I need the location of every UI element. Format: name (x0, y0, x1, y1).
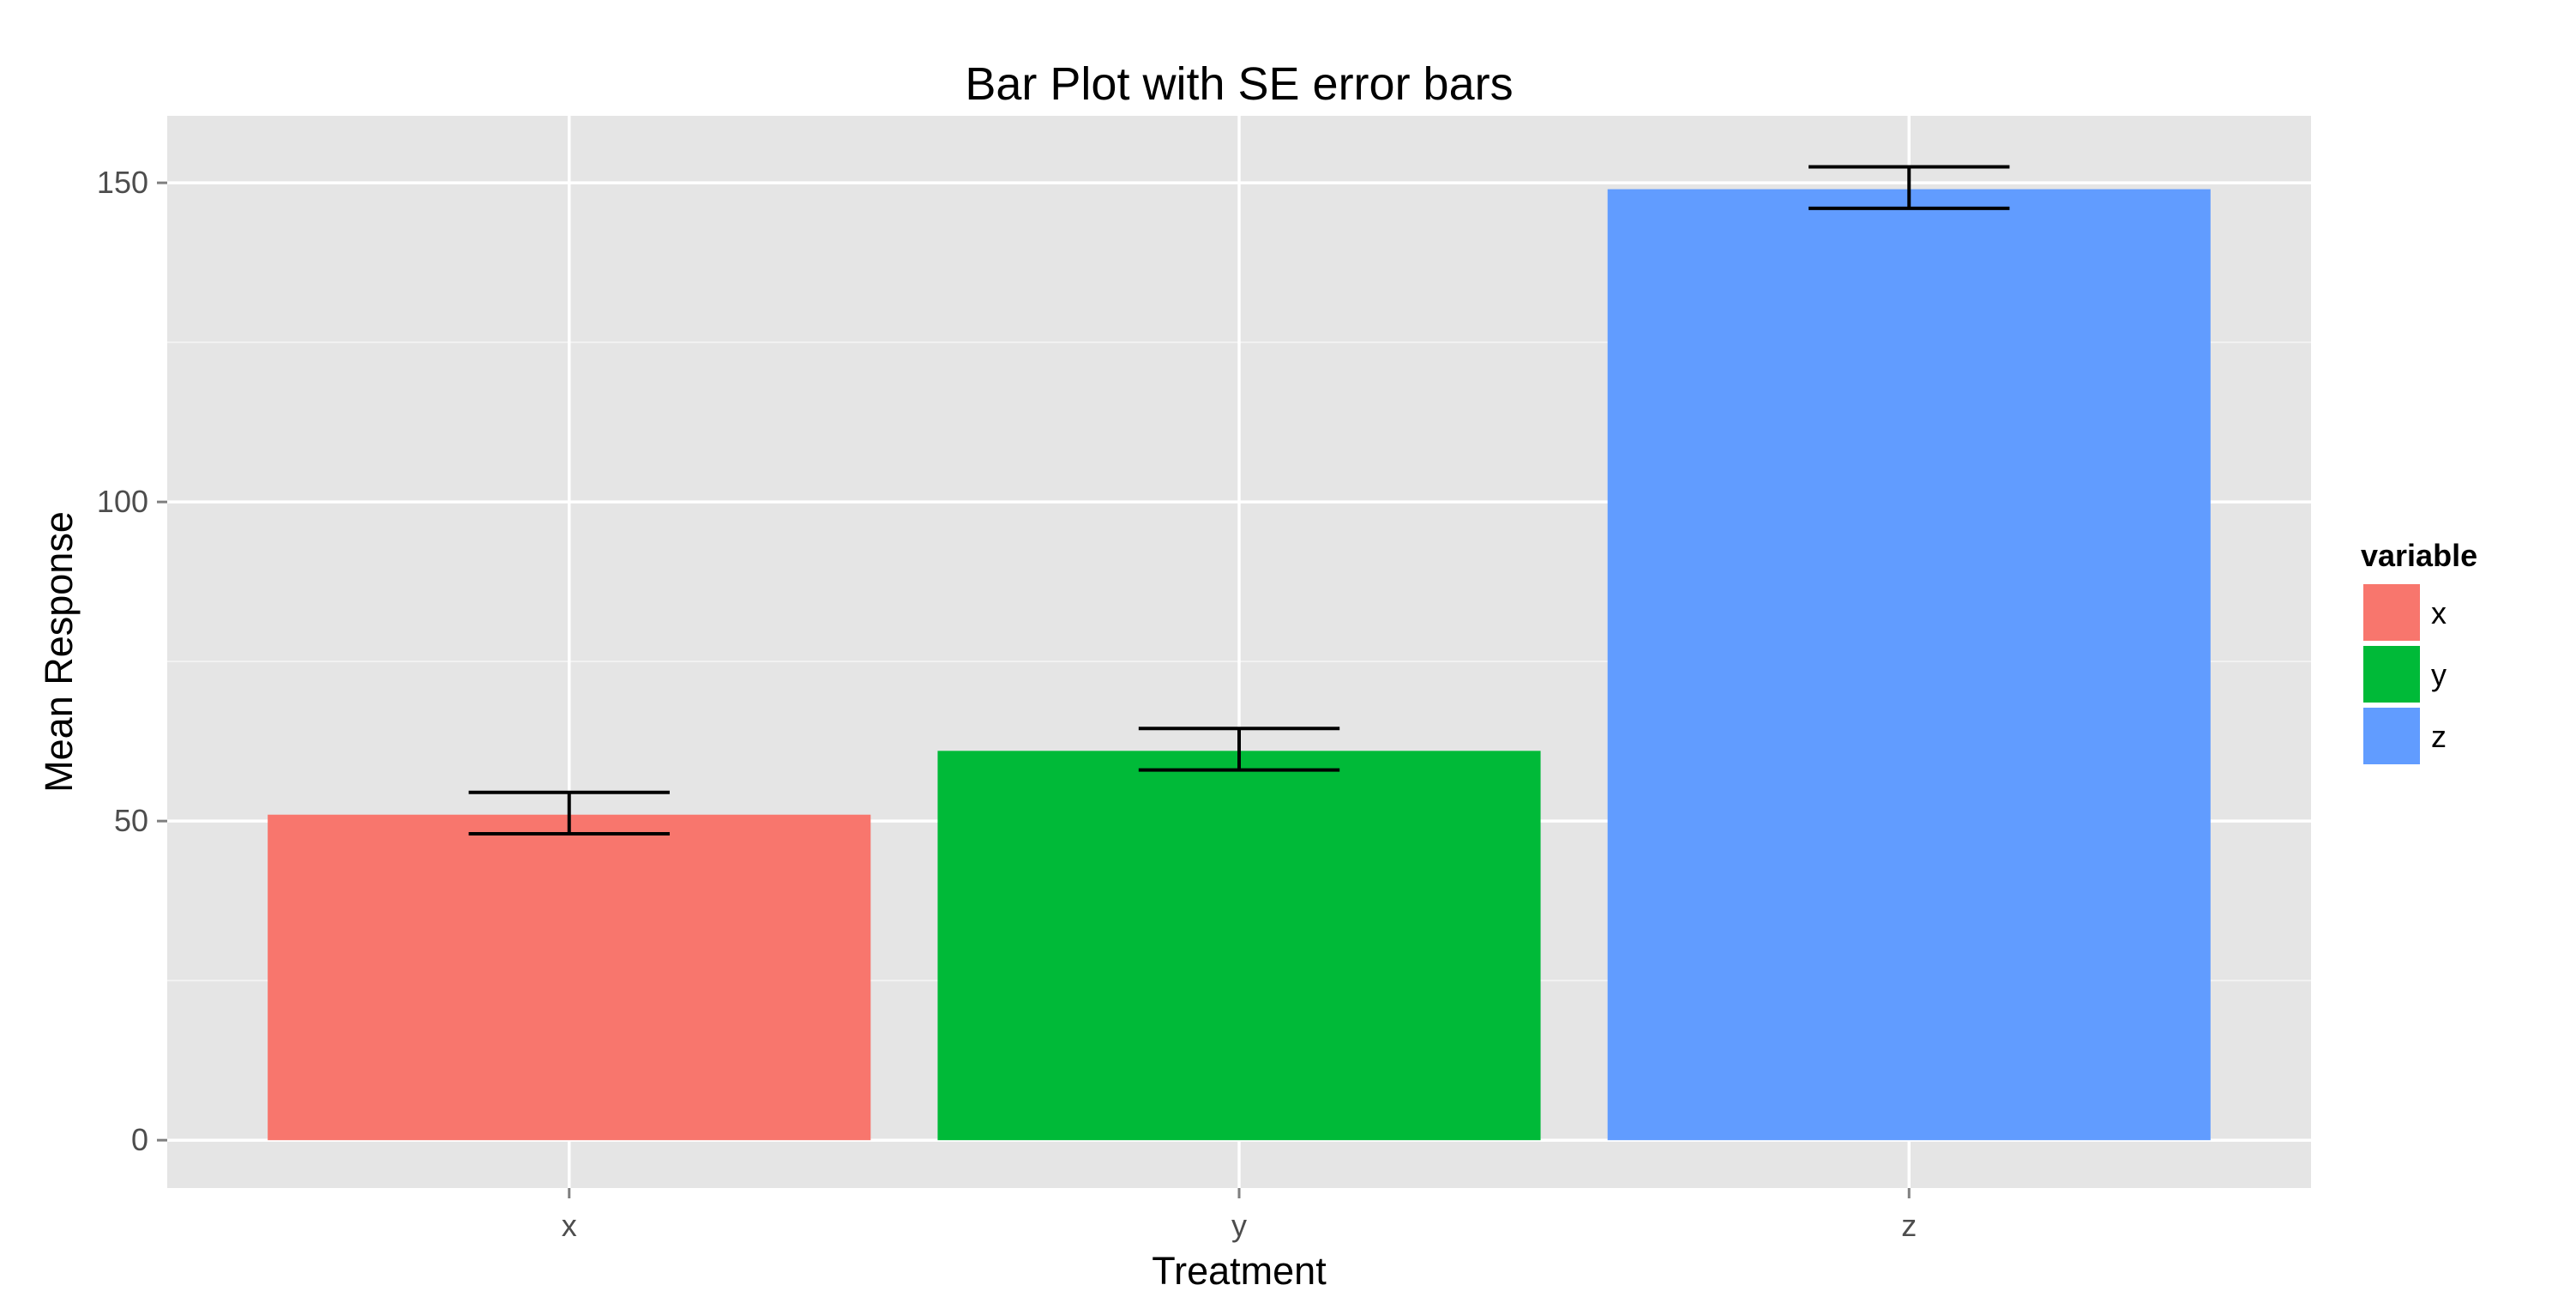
bars (268, 189, 2211, 1141)
legend-label: y (2431, 657, 2447, 692)
y-axis-ticks: 0 50 100 150 (97, 165, 167, 1157)
legend-items: xyz (2359, 580, 2447, 769)
x-tick-label: x (562, 1208, 577, 1243)
y-tick-label: 100 (97, 484, 148, 519)
bar-y (937, 751, 1541, 1141)
x-axis-ticks: x y z (562, 1188, 1917, 1243)
y-tick-label: 0 (131, 1122, 148, 1157)
y-axis-title: Mean Response (37, 511, 81, 793)
x-tick-label: y (1231, 1208, 1247, 1243)
x-tick-label: z (1901, 1208, 1917, 1243)
bar-z (1607, 189, 2211, 1141)
y-tick-label: 150 (97, 165, 148, 200)
legend-label: x (2431, 595, 2447, 630)
legend-label: z (2431, 719, 2447, 754)
legend-title: variable (2361, 538, 2477, 573)
bar-x (268, 814, 871, 1141)
legend: variable xyz (2359, 538, 2477, 769)
chart-title: Bar Plot with SE error bars (965, 58, 1513, 110)
y-tick-label: 50 (114, 803, 148, 838)
legend-swatch-x (2361, 582, 2423, 643)
legend-swatch-y (2361, 643, 2423, 705)
legend-swatch-z (2361, 705, 2423, 767)
error-bars (468, 165, 2010, 836)
x-axis-title: Treatment (1152, 1249, 1327, 1293)
